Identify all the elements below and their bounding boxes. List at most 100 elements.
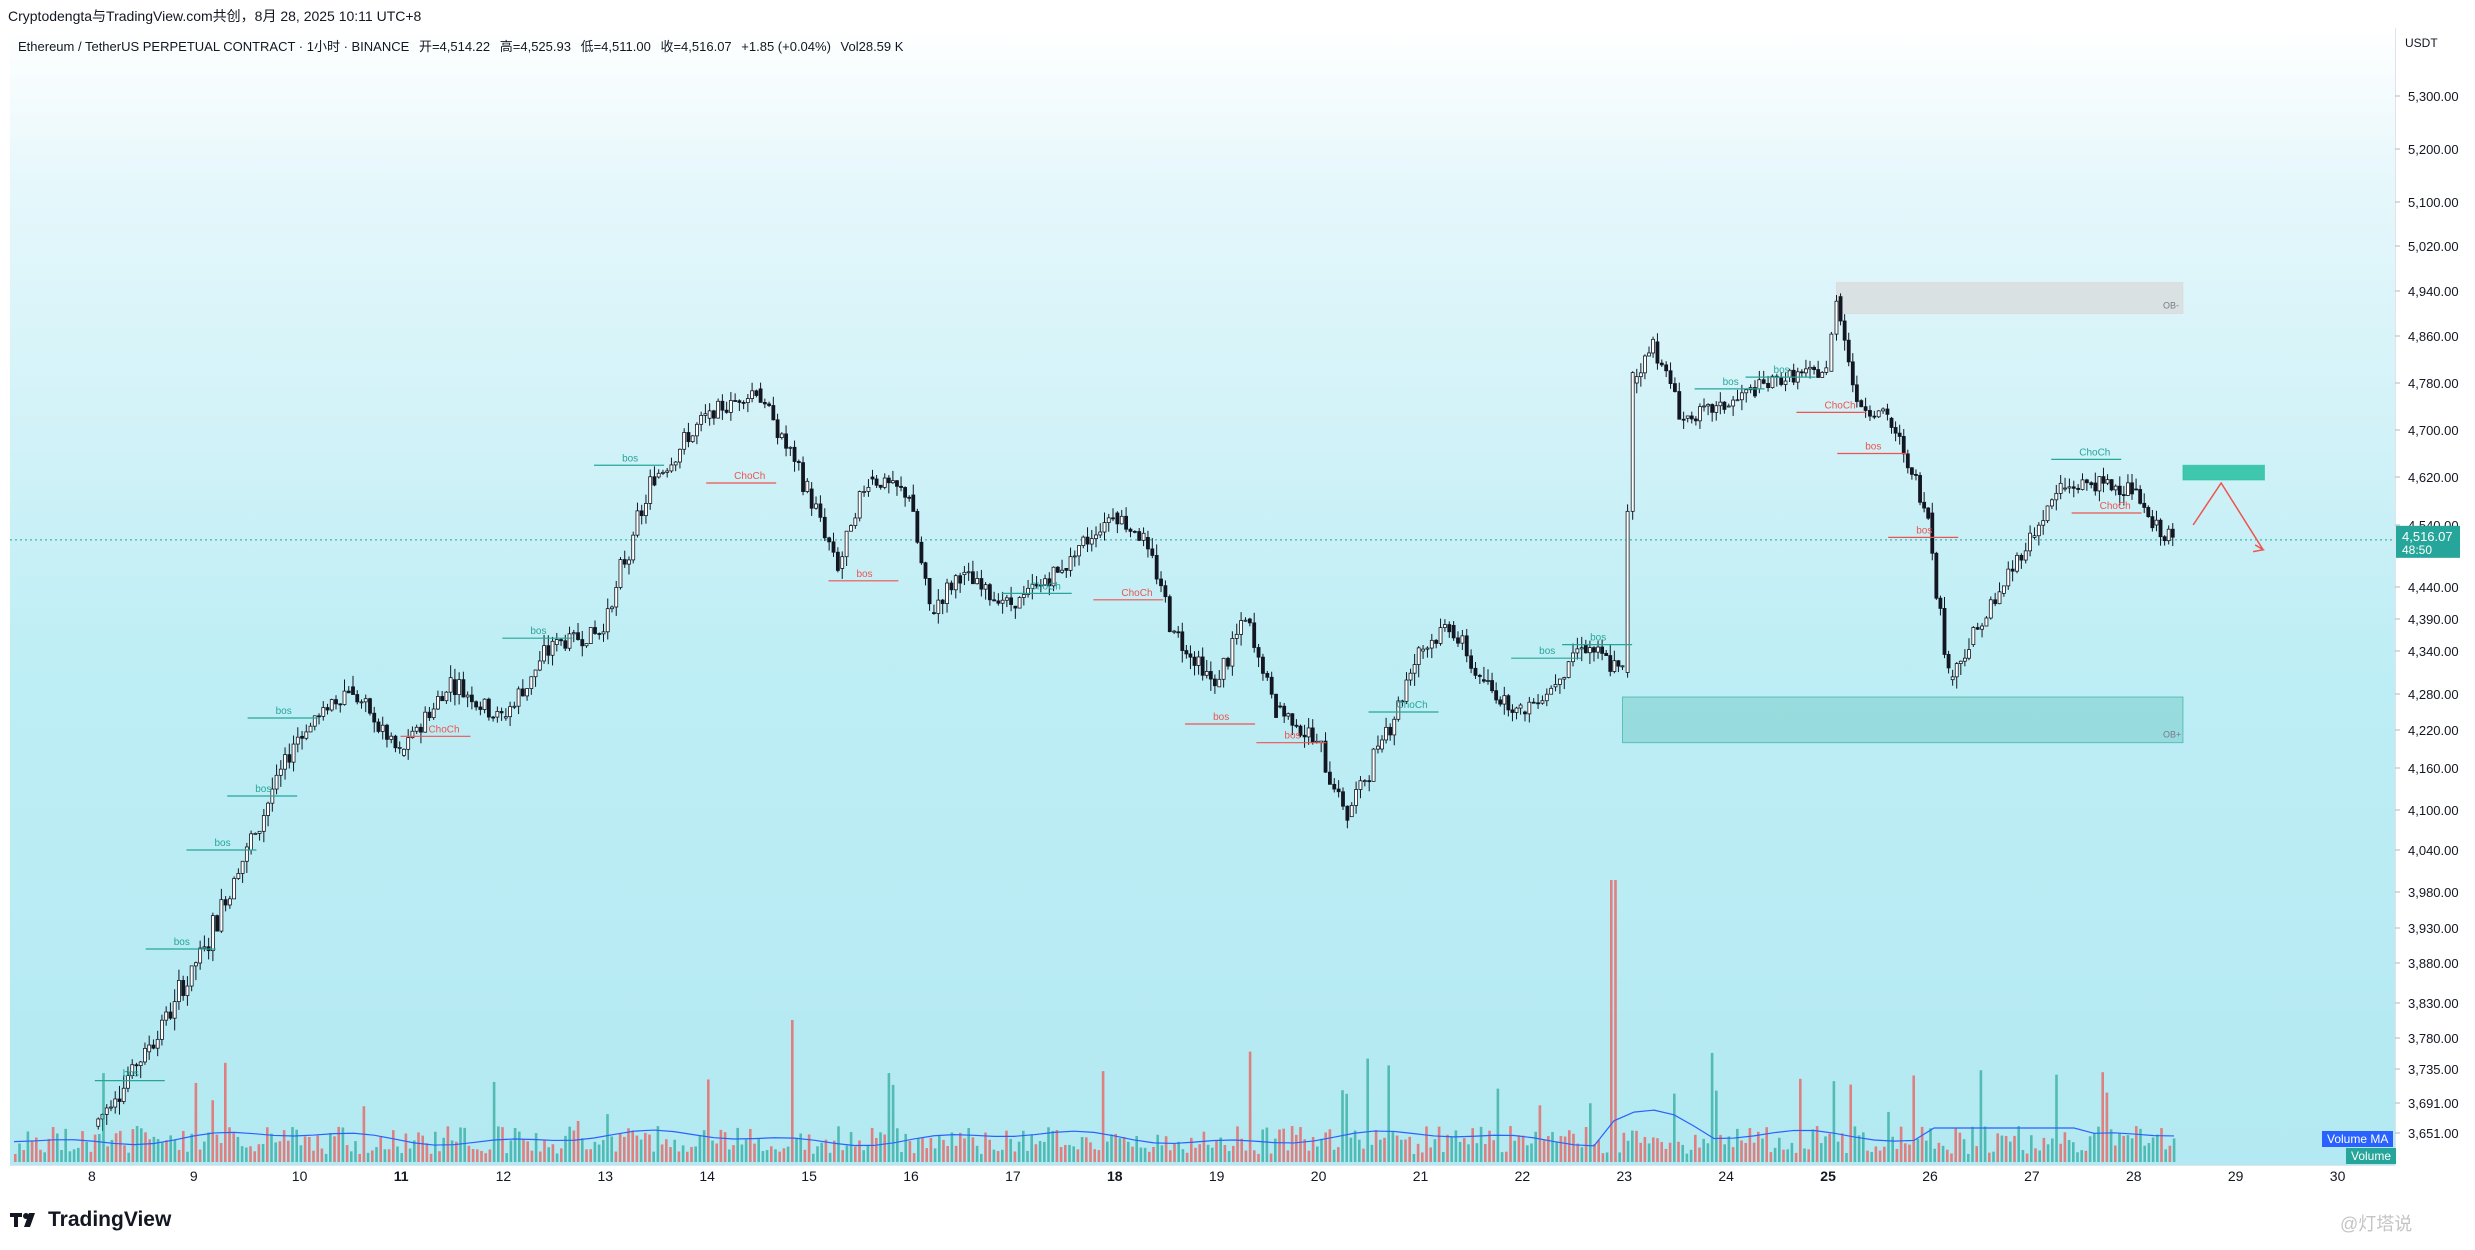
volume-bar: [1677, 1141, 1680, 1162]
candle-body: [1115, 512, 1120, 525]
volume-bar: [1400, 1139, 1403, 1162]
volume-bar: [1975, 1146, 1978, 1162]
candle-body: [2142, 502, 2147, 508]
candle-body: [1549, 687, 1554, 695]
candle-body: [1659, 362, 1664, 366]
candle-body: [431, 708, 436, 719]
volume-bar: [1496, 1088, 1500, 1162]
volume-bar: [686, 1151, 689, 1162]
candle-body: [1876, 410, 1881, 418]
volume-bar: [408, 1148, 412, 1162]
volume-bar: [1723, 1144, 1726, 1162]
candle-body: [762, 401, 767, 405]
volume-bar: [1941, 1145, 1945, 1162]
volume-bar: [1475, 1143, 1479, 1162]
volume-bar: [1517, 1135, 1521, 1162]
volume-bar: [1652, 1137, 1655, 1162]
volume-bar: [1089, 1142, 1092, 1162]
candle-body: [656, 472, 661, 478]
volume-bar: [1072, 1146, 1075, 1162]
candle-body: [949, 582, 954, 591]
chart-pane[interactable]: [10, 28, 2395, 1165]
candle-body: [1850, 361, 1855, 386]
candle-body: [508, 706, 512, 718]
volume-bar: [690, 1147, 693, 1162]
volume-bar: [1685, 1153, 1689, 1162]
volume-bar: [1824, 1136, 1827, 1162]
candle-body: [334, 699, 338, 705]
volume-bar: [1160, 1145, 1164, 1162]
candle-body: [822, 516, 827, 539]
volume-bar: [778, 1151, 781, 1162]
volume-bar: [1706, 1143, 1710, 1162]
symbol-title[interactable]: Ethereum / TetherUS PERPETUAL CONTRACT ·…: [18, 39, 410, 54]
volume-bar: [560, 1148, 563, 1162]
candle-body: [1055, 566, 1060, 573]
candle-body: [690, 435, 695, 443]
candle-body: [1566, 661, 1571, 678]
volume-bar: [1757, 1131, 1760, 1162]
volume-bar: [2038, 1150, 2041, 1162]
volume-bar: [404, 1133, 408, 1162]
candle-body: [1482, 679, 1486, 682]
volume-bar: [1269, 1153, 1273, 1162]
volume-bar: [358, 1153, 361, 1162]
volume-bar: [555, 1153, 559, 1162]
candle-body: [1051, 566, 1056, 587]
volume-bar: [1526, 1145, 1529, 1162]
page-caption: Cryptodengta与TradingView.com共创，8月 28, 20…: [8, 8, 422, 24]
volume-bar: [1799, 1078, 1802, 1162]
candle-body: [840, 556, 845, 569]
volume-bar: [169, 1135, 172, 1162]
volume-bar: [896, 1128, 899, 1162]
volume-bar: [324, 1153, 328, 1162]
candle-body: [406, 737, 411, 750]
volume-bar: [1110, 1134, 1113, 1162]
price-axis[interactable]: [2395, 28, 2475, 1165]
candle-body: [1460, 635, 1465, 644]
time-tick-label: 16: [903, 1168, 919, 1184]
volume-bar: [917, 1138, 920, 1162]
candle-body: [1226, 657, 1230, 667]
volume-bar: [152, 1136, 156, 1162]
candle-body: [1429, 639, 1434, 649]
volume-bar: [2084, 1150, 2088, 1162]
tradingview-logo[interactable]: TradingView: [10, 1208, 171, 1232]
candle-body: [109, 1106, 113, 1109]
candle-body: [1510, 709, 1515, 713]
volume-ma-label[interactable]: Volume MA: [2322, 1131, 2394, 1147]
volume-bar: [249, 1146, 252, 1162]
candle-body: [597, 633, 602, 635]
candle-body: [665, 470, 670, 473]
candle-body: [419, 726, 423, 733]
candle-body: [1425, 647, 1430, 650]
candle-body: [338, 703, 343, 706]
candle-body: [457, 679, 462, 696]
volume-bar: [81, 1131, 84, 1162]
candle-body: [1783, 380, 1788, 385]
structure-label: bos: [123, 1069, 139, 1080]
volume-bar: [123, 1145, 126, 1162]
candle-body: [1200, 656, 1205, 676]
candle-body: [257, 830, 262, 834]
volume-bar: [2135, 1126, 2138, 1162]
candle-body: [874, 478, 879, 486]
candle-body: [1269, 676, 1274, 695]
currency-unit[interactable]: USDT: [2405, 36, 2438, 50]
candle-body: [1447, 624, 1452, 633]
candle-body: [1192, 656, 1197, 666]
price-tick-label: 4,860.00: [2408, 329, 2459, 344]
price-tick-label: 3,830.00: [2408, 996, 2459, 1011]
candle-body: [1872, 415, 1877, 418]
target-zone: [2182, 464, 2265, 481]
volume-bar: [1509, 1126, 1512, 1162]
volume-bar: [2151, 1137, 2155, 1162]
candle-body: [1685, 415, 1690, 419]
volume-bar: [967, 1128, 970, 1162]
time-axis[interactable]: [10, 1165, 2395, 1188]
volume-bar: [702, 1130, 706, 1162]
structure-label: ChoCh: [2100, 501, 2131, 512]
volume-bar: [774, 1149, 777, 1162]
volume-label[interactable]: Volume: [2346, 1148, 2397, 1164]
volume-bar: [1803, 1148, 1806, 1162]
